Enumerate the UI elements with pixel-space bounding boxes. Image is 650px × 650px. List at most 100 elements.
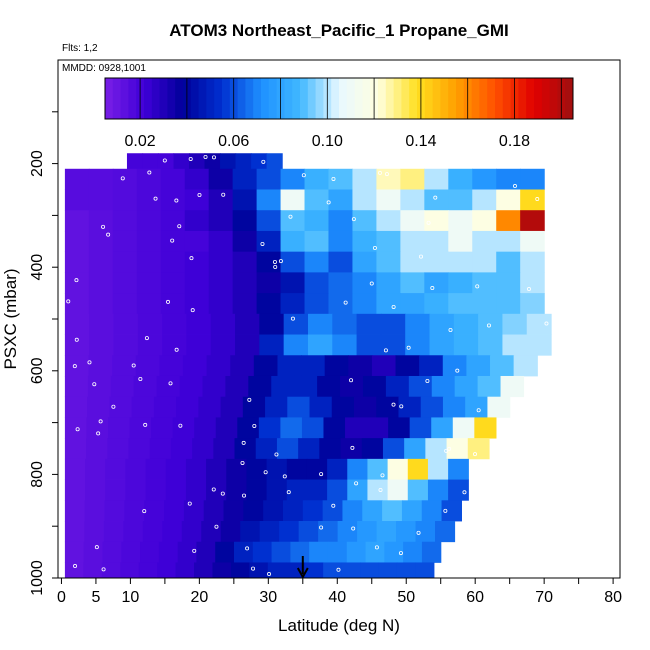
heatmap-cell [249,562,269,579]
heatmap-cell [352,230,378,253]
colorbar-swatch [175,78,184,119]
heatmap-cell [86,417,109,439]
heatmap-cell [323,417,346,439]
sample-point [349,378,354,383]
sample-point [98,419,103,424]
heatmap-cell [140,541,160,563]
heatmap-cell [89,313,115,335]
heatmap-cell [400,293,425,315]
heatmap-cell [160,210,186,232]
heatmap-cell [88,189,114,211]
x-tick-label: 60 [466,589,484,606]
colorbar-swatch [534,78,543,119]
heatmap-cell [185,479,207,501]
flights-note: Flts: 1,2 [62,43,98,54]
heatmap-cell [131,396,155,418]
heatmap-cell [496,168,521,190]
colorbar: 0.02 0.06 0.10 0.14 0.18 [104,77,574,150]
sample-point [433,195,438,200]
heatmap-cell [105,479,127,501]
heatmap-cell [407,479,429,501]
heatmap-cell [520,251,545,273]
heatmap-cell [526,313,552,335]
heatmap-cell [467,438,490,460]
heatmap-cell [251,153,268,170]
heatmap-cell [85,458,106,480]
heatmap-cell [64,355,90,377]
sample-point [374,545,379,550]
colorbar-swatch [206,78,215,119]
heatmap-cell [307,334,333,356]
heatmap-cell [348,355,373,377]
sample-point [430,286,435,291]
heatmap-cell [182,355,208,377]
heatmap-cell [421,541,442,563]
heatmap-cell [138,562,158,579]
sample-point [143,422,148,427]
heatmap-cell [431,375,456,398]
colorbar-swatch [487,78,496,119]
heatmap-cell [435,521,456,543]
heatmap-cell [226,479,248,501]
heatmap-cell [121,541,141,563]
heatmap-cell [176,396,199,418]
heatmap-cell [431,417,454,439]
sample-point [475,284,480,289]
heatmap-cell [419,355,444,377]
colorbar-swatch [502,78,512,119]
sample-point [240,460,245,465]
sample-point [326,200,331,205]
sample-point [153,196,158,201]
heatmap-cell [240,521,261,543]
heatmap-cell [201,521,222,543]
y-tick-label: 800 [29,461,46,488]
heatmap-cell [252,541,273,563]
heatmap-cell [112,355,137,377]
sample-point [261,159,266,164]
heatmap-cell [88,272,114,294]
sample-point [174,198,179,203]
heatmap-cell [156,375,181,398]
heatmap-cell [112,210,138,232]
heatmap-cell [424,210,449,232]
heatmap-cell [64,293,90,315]
x-tick-label: 50 [397,589,415,606]
heatmap-cell [184,293,210,315]
heatmap-cell [202,375,226,398]
heatmap-cell [352,251,378,273]
colorbar-swatch [565,78,574,119]
colorbar-swatch [315,78,324,119]
heatmap-cell [85,479,106,501]
heatmap-cell [309,396,333,418]
colorbar-tick-label: 0.02 [125,133,156,150]
heatmap-cell [133,375,158,398]
sample-point [187,501,192,506]
heatmap-cell [427,458,449,480]
heatmap-cell [448,189,473,211]
colorbar-swatch [549,78,558,119]
sample-point [74,278,79,283]
x-tick-label: 40 [328,589,346,606]
heatmap-cell [477,375,502,398]
heatmap-cell [304,210,330,232]
sample-point [372,245,377,250]
sample-point [455,368,460,373]
heatmap-cell [287,396,311,418]
heatmap-cell [234,438,257,460]
sample-point [290,316,295,321]
heatmap-cell [342,500,363,522]
heatmap-cell [361,438,384,460]
heatmap-cell [298,521,319,543]
colorbar-swatch [401,78,410,119]
heatmap-cell [162,521,183,543]
heatmap-cell [304,168,330,190]
sample-point [106,232,111,237]
heatmap-cell [145,479,167,501]
heatmap-cell [304,189,330,211]
heatmap-cell [256,189,282,211]
sample-point [192,548,197,553]
heatmap-cell [317,375,341,398]
heatmap-cell [259,313,285,335]
heatmap-cell [112,168,138,190]
colorbar-frame [104,77,574,120]
